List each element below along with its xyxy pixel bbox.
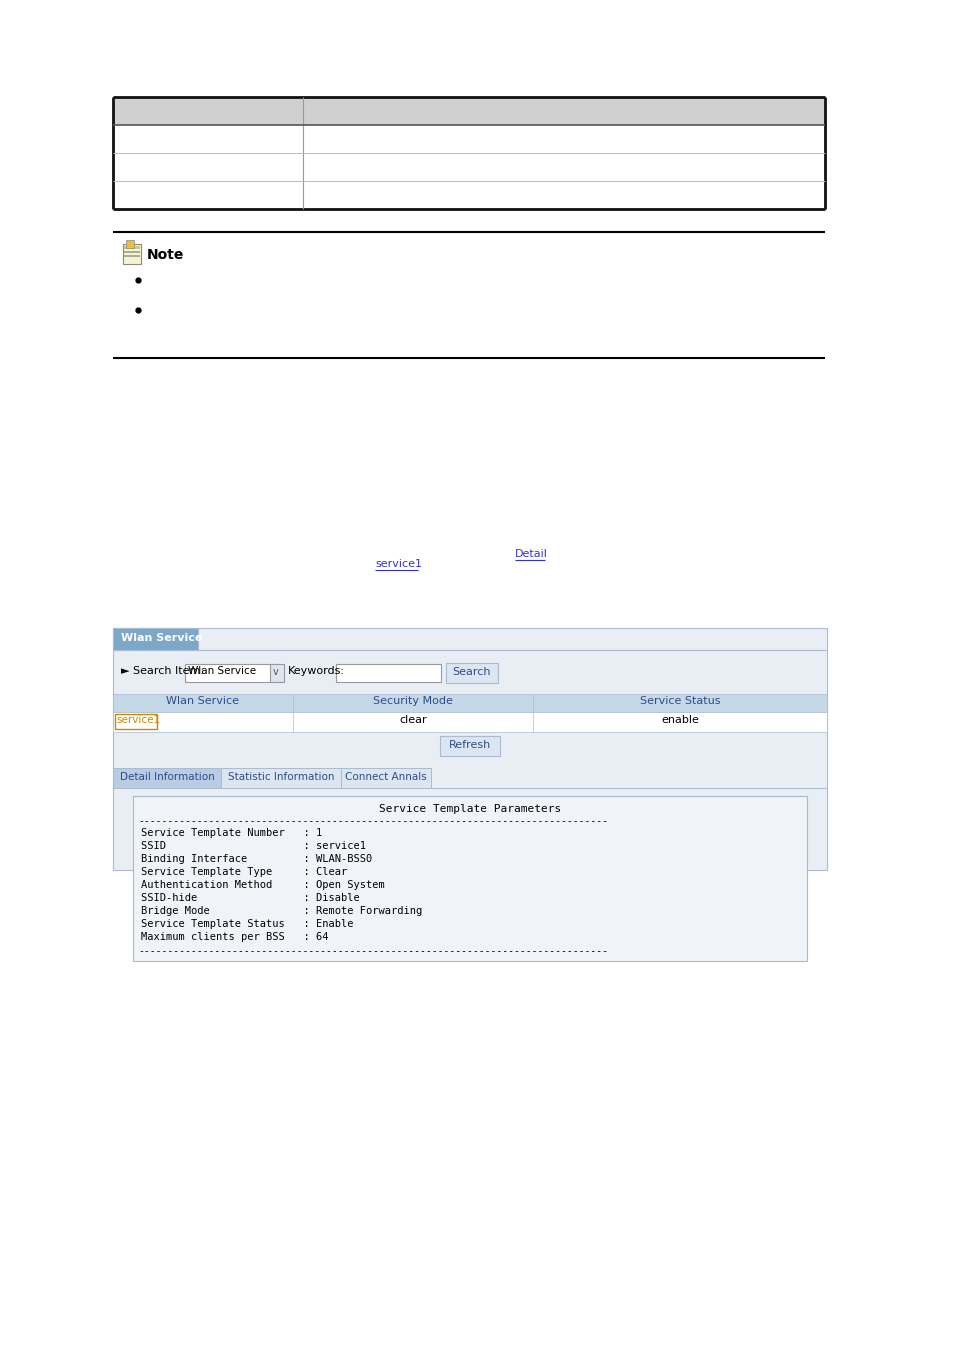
Bar: [446, 663, 497, 683]
Bar: [126, 240, 133, 248]
Text: service1: service1: [116, 716, 160, 725]
Bar: [132, 796, 806, 961]
Text: Note: Note: [147, 248, 184, 262]
Text: Connect Annals: Connect Annals: [345, 772, 426, 782]
Text: Wlan Service: Wlan Service: [121, 633, 202, 643]
Text: clear: clear: [398, 716, 426, 725]
Text: SSID                      : service1: SSID : service1: [141, 841, 366, 850]
Text: Bridge Mode               : Remote Forwarding: Bridge Mode : Remote Forwarding: [141, 906, 422, 917]
Bar: [112, 711, 826, 732]
Text: SSID-hide                 : Disable: SSID-hide : Disable: [141, 892, 359, 903]
Text: Authentication Method     : Open System: Authentication Method : Open System: [141, 880, 384, 890]
Text: Service Template Number   : 1: Service Template Number : 1: [141, 828, 322, 838]
Text: Service Template Status   : Enable: Service Template Status : Enable: [141, 919, 354, 929]
Bar: [112, 694, 826, 711]
Text: Binding Interface         : WLAN-BSS0: Binding Interface : WLAN-BSS0: [141, 855, 372, 864]
Bar: [112, 768, 221, 788]
Text: Maximum clients per BSS   : 64: Maximum clients per BSS : 64: [141, 931, 328, 942]
Text: Service Template Type     : Clear: Service Template Type : Clear: [141, 867, 347, 878]
Text: Refresh: Refresh: [449, 740, 491, 751]
Bar: [124, 255, 140, 256]
Text: --------------------------------------------------------------------------------: ----------------------------------------…: [138, 946, 607, 956]
Bar: [123, 244, 141, 265]
Text: Wlan Service: Wlan Service: [188, 666, 255, 676]
Bar: [115, 714, 157, 729]
Text: enable: enable: [660, 716, 699, 725]
Text: Security Mode: Security Mode: [373, 697, 453, 706]
Bar: [124, 246, 140, 248]
Bar: [112, 97, 824, 126]
Text: --------------------------------------------------------------------------------: ----------------------------------------…: [138, 815, 607, 826]
Text: Wlan Service: Wlan Service: [167, 697, 239, 706]
Bar: [340, 768, 431, 788]
Text: v: v: [273, 667, 278, 676]
Bar: [124, 251, 140, 252]
Bar: [112, 628, 198, 649]
Bar: [112, 649, 826, 869]
Text: Service Template Parameters: Service Template Parameters: [378, 805, 560, 814]
Text: Detail: Detail: [515, 549, 547, 559]
Bar: [221, 768, 340, 788]
Bar: [270, 664, 284, 682]
Text: Detail Information: Detail Information: [119, 772, 214, 782]
Bar: [112, 628, 826, 649]
Text: Statistic Information: Statistic Information: [228, 772, 334, 782]
Text: Service Status: Service Status: [639, 697, 720, 706]
Bar: [439, 736, 499, 756]
Text: Search: Search: [453, 667, 491, 676]
Bar: [335, 664, 440, 682]
Text: service1: service1: [375, 559, 421, 568]
Text: ► Search Item:: ► Search Item:: [121, 666, 204, 676]
Bar: [185, 664, 274, 682]
Text: Keywords:: Keywords:: [288, 666, 345, 676]
